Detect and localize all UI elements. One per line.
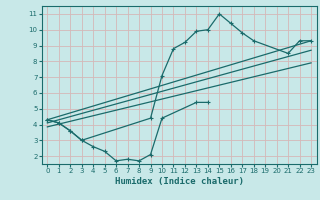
X-axis label: Humidex (Indice chaleur): Humidex (Indice chaleur)	[115, 177, 244, 186]
